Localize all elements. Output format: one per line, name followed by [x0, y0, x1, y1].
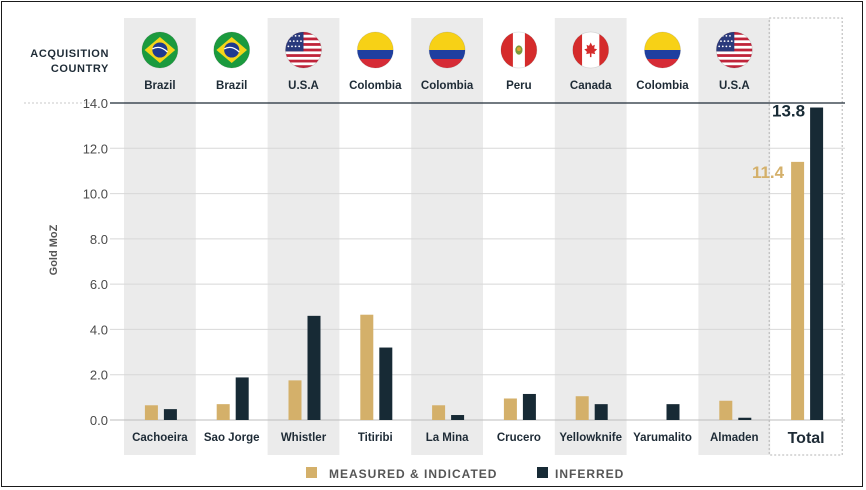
bar-inferred-yellowknife — [594, 404, 608, 420]
country-label: Canada — [570, 80, 612, 92]
country-label: Peru — [506, 80, 532, 92]
country-label: Brazil — [216, 80, 247, 92]
y-tick-label: 14.0 — [83, 96, 108, 111]
bar-inferred-cachoeira — [163, 409, 177, 420]
legend-swatch-inferred — [537, 467, 548, 478]
bar-inferred-la-mina — [451, 415, 465, 420]
y-tick-label: 8.0 — [90, 232, 108, 247]
bar-measured-cachoeira — [144, 405, 158, 420]
bar-measured-crucero — [503, 398, 517, 420]
y-tick-label: 2.0 — [90, 368, 108, 383]
brazil-flag-icon — [141, 31, 179, 69]
y-tick-label: 10.0 — [83, 187, 108, 202]
category-label: Whistler — [281, 432, 327, 444]
total-measured-value: 11.4 — [752, 163, 785, 182]
category-label: Crucero — [497, 432, 541, 444]
y-tick-label: 12.0 — [83, 141, 108, 156]
category-label: Sao Jorge — [204, 432, 260, 444]
colombia-flag-icon — [644, 31, 681, 69]
peru-flag-icon — [500, 31, 538, 69]
bar-measured-titiribi — [360, 314, 374, 420]
column-shade-8 — [698, 18, 771, 455]
bar-measured-la-mina — [432, 405, 446, 420]
y-tick-label: 0.0 — [90, 413, 108, 428]
brazil-flag-icon — [213, 31, 251, 69]
bar-inferred-yarumalito — [666, 404, 680, 420]
y-axis-label: Gold MoZ — [48, 224, 60, 275]
bar-measured-almaden — [719, 400, 733, 420]
legend-label-inferred: INFERRED — [555, 467, 624, 481]
country-label: Colombia — [349, 80, 402, 92]
total-inferred-value: 13.8 — [772, 102, 805, 121]
bar-inferred-titiribi — [379, 347, 393, 420]
category-label: Cachoeira — [132, 432, 188, 444]
category-label: Yellowknife — [559, 432, 622, 444]
header-label-line1: ACQUISITION — [30, 48, 109, 60]
usa-flag-icon — [285, 31, 322, 69]
legend-swatch-measured — [306, 467, 317, 478]
country-label: Colombia — [421, 80, 474, 92]
column-shade-4 — [411, 18, 483, 455]
bar-measured-sao-jorge — [216, 404, 230, 420]
y-tick-label: 6.0 — [90, 277, 108, 292]
bar-inferred-almaden — [738, 417, 752, 420]
column-shade-6 — [554, 18, 627, 455]
bar-inferred-whistler — [307, 315, 321, 420]
bar-measured-total — [791, 161, 805, 420]
colombia-flag-icon — [428, 31, 466, 69]
usa-flag-icon — [715, 31, 753, 69]
bar-inferred-total — [810, 107, 824, 421]
colombia-flag-icon — [356, 31, 394, 69]
category-label: La Mina — [426, 432, 469, 444]
bar-measured-whistler — [288, 380, 302, 420]
bar-measured-yellowknife — [575, 396, 589, 420]
bar-inferred-crucero — [522, 393, 536, 420]
column-shade-2 — [267, 18, 340, 455]
category-label: Yarumalito — [633, 432, 692, 444]
country-label: Brazil — [144, 80, 175, 92]
header-label-line2: COUNTRY — [51, 63, 109, 75]
canada-flag-icon — [572, 31, 610, 69]
category-label: Almaden — [710, 432, 759, 444]
column-shade-0 — [124, 18, 196, 455]
category-label: Titiribi — [358, 432, 393, 444]
category-label: Total — [788, 430, 825, 447]
total-column-box — [768, 17, 843, 456]
bar-inferred-sao-jorge — [235, 377, 249, 420]
country-label: U.S.A — [719, 80, 750, 92]
legend-label-measured: MEASURED & INDICATED — [329, 467, 497, 481]
country-label: Colombia — [636, 80, 689, 92]
country-label: U.S.A — [288, 80, 319, 92]
y-tick-label: 4.0 — [90, 322, 108, 337]
